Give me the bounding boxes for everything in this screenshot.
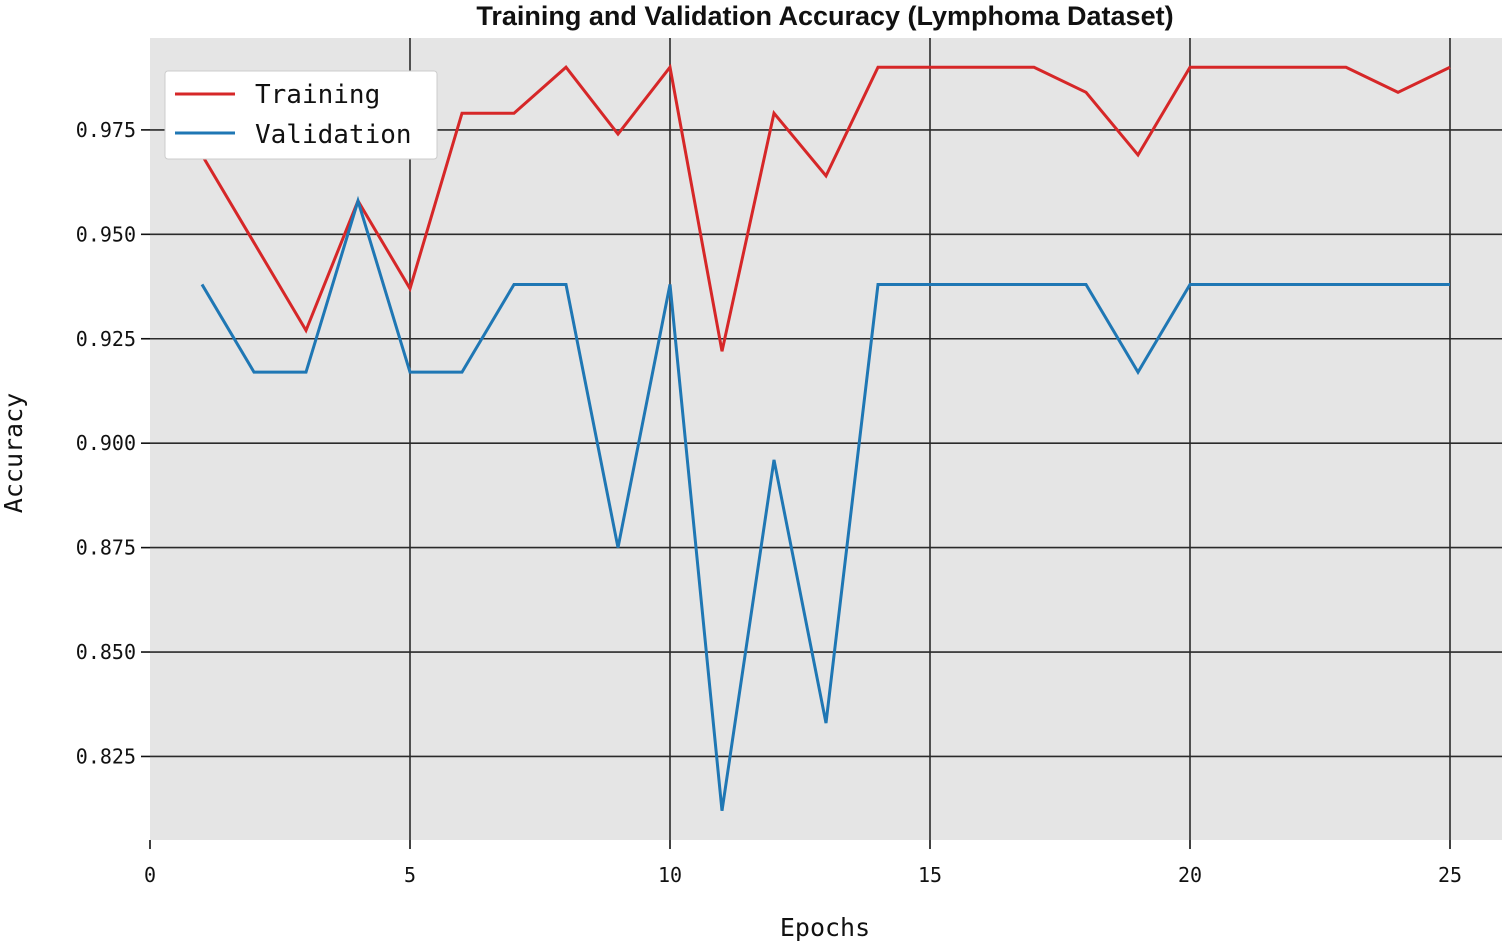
legend-label-training: Training (255, 80, 380, 110)
legend: Training Validation (164, 70, 438, 160)
x-axis-label: Epochs (780, 913, 870, 942)
x-tick-label: 15 (918, 863, 942, 887)
legend-label-validation: Validation (255, 120, 412, 150)
series-line-validation (200, 195, 1450, 811)
series-lines (200, 63, 1451, 811)
y-axis-label: Accuracy (0, 393, 28, 513)
grid-lines (150, 38, 1502, 840)
series-line-training (200, 63, 1451, 352)
x-tick-label: 5 (404, 863, 416, 887)
axis-ticks: 0.825 0.850 0.875 0.900 0.925 0.950 0.975 0 5 10 1… (76, 118, 1462, 887)
y-tick-label: 0.950 (76, 222, 136, 246)
chart-title: Training and Validation Accuracy (Lympho… (476, 1, 1173, 31)
plot-area (150, 38, 1502, 840)
y-tick-label: 0.975 (76, 118, 136, 142)
x-tick-label: 10 (658, 863, 682, 887)
y-tick-label: 0.925 (76, 327, 136, 351)
y-tick-label: 0.850 (76, 640, 136, 664)
y-tick-label: 0.825 (76, 744, 136, 768)
x-tick-label: 0 (144, 863, 156, 887)
x-tick-label: 20 (1178, 863, 1202, 887)
y-tick-label: 0.900 (76, 431, 136, 455)
x-tick-label: 25 (1438, 863, 1462, 887)
y-tick-label: 0.875 (76, 536, 136, 560)
